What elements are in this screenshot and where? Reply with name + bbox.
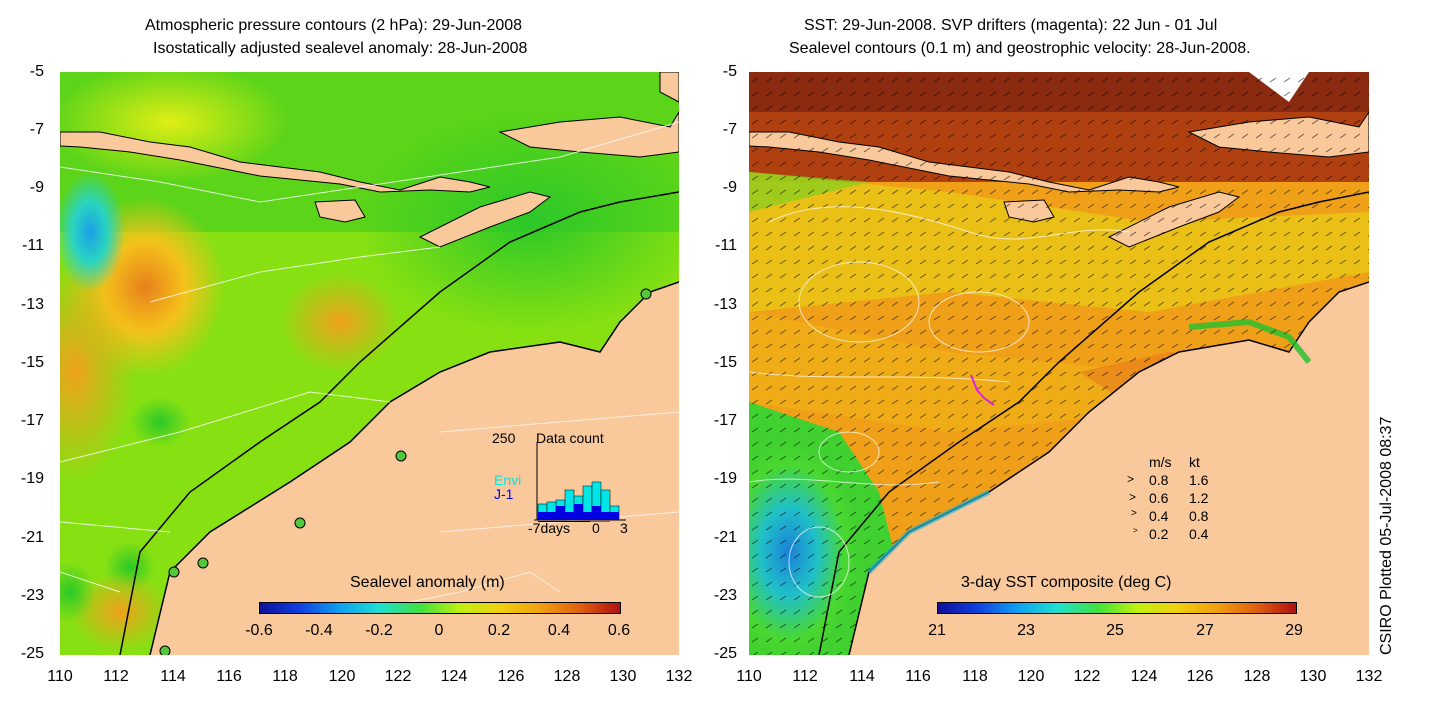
sealevel-colorbar	[259, 602, 621, 614]
left-xtick: 114	[160, 668, 186, 685]
left-cb-tick-5: 0.2	[487, 622, 511, 639]
right-cb-tick-3: 25	[1106, 622, 1124, 639]
sst-map: m/s kt > 0.8 1.6 > 0.6 1.2 > 0.4 0.8 > 0…	[749, 72, 1369, 655]
right-ytick: -21	[713, 529, 737, 546]
right-xtick: 120	[1017, 668, 1045, 685]
right-xtick: 118	[962, 668, 988, 685]
velocity-key-kt-1: 1.6	[1189, 472, 1209, 488]
velocity-key-ms-4: 0.2	[1149, 526, 1169, 542]
left-xtick: 126	[497, 668, 525, 685]
right-xtick: 122	[1073, 668, 1101, 685]
velocity-arrow-icon: >	[1133, 526, 1138, 535]
velocity-key-ms-2: 0.6	[1149, 490, 1169, 506]
plot-credit: CSIRO Plotted 05-Jul-2008 08:37	[1378, 416, 1395, 655]
velocity-key-kt-4: 0.4	[1189, 526, 1209, 542]
right-cb-tick-2: 23	[1017, 622, 1035, 639]
inset-series-j1: J-1	[494, 486, 514, 502]
right-xtick: 114	[849, 668, 875, 685]
inset-histogram	[534, 442, 626, 522]
right-cb-tick-4: 27	[1196, 622, 1214, 639]
left-ytick: -17	[20, 412, 44, 429]
velocity-key-header-ms: m/s	[1149, 454, 1172, 470]
left-xtick: 128	[553, 668, 581, 685]
right-xtick: 126	[1186, 668, 1214, 685]
right-ytick: -19	[713, 470, 737, 487]
left-ytick: -19	[20, 470, 44, 487]
inset-title: Data count	[536, 430, 604, 446]
left-cb-tick-6: 0.4	[547, 622, 571, 639]
right-ytick: -9	[722, 179, 737, 196]
right-ytick: -13	[713, 296, 737, 313]
left-colorbar-title: Sealevel anomaly (m)	[350, 574, 505, 591]
right-ytick: -11	[715, 237, 737, 254]
right-ytick: -5	[722, 63, 737, 80]
left-ytick: -9	[29, 179, 44, 196]
right-cb-tick-5: 29	[1285, 622, 1303, 639]
sealevel-anomaly-map: 250 Data count Envi J-1	[60, 72, 679, 655]
left-ytick: -21	[20, 529, 44, 546]
velocity-key-kt-2: 1.2	[1189, 490, 1209, 506]
left-xtick: 132	[665, 668, 693, 685]
left-xtick: 118	[272, 668, 298, 685]
left-cb-tick-4: 0	[434, 622, 444, 639]
velocity-key-ms-1: 0.8	[1149, 472, 1169, 488]
velocity-key-ms-3: 0.4	[1149, 508, 1169, 524]
right-ytick: -17	[713, 412, 737, 429]
velocity-key: m/s kt > 0.8 1.6 > 0.6 1.2 > 0.4 0.8 > 0…	[1127, 454, 1257, 544]
inset-ymax-label: 250	[492, 430, 516, 446]
right-ytick: -15	[713, 354, 737, 371]
velocity-key-kt-3: 0.8	[1189, 508, 1209, 524]
left-xtick: 122	[384, 668, 412, 685]
left-xtick: 120	[328, 668, 356, 685]
velocity-arrow-icon: >	[1131, 508, 1137, 519]
left-ytick: -7	[29, 121, 44, 138]
right-xtick: 130	[1299, 668, 1327, 685]
left-title-line1: Atmospheric pressure contours (2 hPa): 2…	[145, 17, 523, 34]
inset-series-envi: Envi	[494, 472, 522, 488]
left-xtick: 124	[440, 668, 468, 685]
right-xtick: 128	[1243, 668, 1271, 685]
right-xtick: 124	[1130, 668, 1158, 685]
left-ytick: -25	[20, 645, 44, 662]
sealevel-anomaly-svg	[60, 72, 679, 655]
right-ytick: -23	[713, 587, 737, 604]
left-title-line2: Isostatically adjusted sealevel anomaly:…	[153, 40, 528, 57]
inset-xlabel-zero: 0	[592, 520, 600, 536]
right-xtick: 116	[905, 668, 931, 685]
data-count-inset: 250 Data count Envi J-1	[492, 428, 652, 538]
right-ytick: -25	[713, 645, 737, 662]
velocity-arrow-icon: >	[1127, 472, 1135, 486]
left-cb-tick-2: -0.4	[305, 622, 333, 639]
left-ytick: -23	[20, 587, 44, 604]
left-cb-tick-1: -0.6	[245, 622, 273, 639]
left-cb-tick-7: 0.6	[607, 622, 631, 639]
right-colorbar-title: 3-day SST composite (deg C)	[961, 574, 1172, 591]
left-xtick: 130	[609, 668, 637, 685]
right-xtick: 110	[736, 668, 762, 685]
inset-xlabel-start: -7days	[528, 520, 571, 536]
left-ytick: -13	[20, 296, 44, 313]
left-cb-tick-3: -0.2	[365, 622, 393, 639]
left-xtick: 112	[103, 668, 129, 685]
right-ytick: -7	[722, 121, 737, 138]
velocity-arrow-icon: >	[1129, 490, 1137, 504]
left-ytick: -11	[22, 237, 44, 254]
sst-map-svg	[749, 72, 1369, 655]
sst-colorbar	[937, 602, 1297, 614]
right-cb-tick-1: 21	[928, 622, 946, 639]
right-title-line2: Sealevel contours (0.1 m) and geostrophi…	[789, 40, 1251, 57]
inset-xlabel-end: 3	[620, 520, 628, 536]
velocity-key-header-kt: kt	[1189, 454, 1200, 470]
left-ytick: -5	[29, 63, 44, 80]
right-title-line1: SST: 29-Jun-2008. SVP drifters (magenta)…	[804, 17, 1218, 34]
left-ytick: -15	[20, 354, 44, 371]
left-xtick: 110	[47, 668, 73, 685]
left-xtick: 116	[216, 668, 242, 685]
right-xtick: 132	[1355, 668, 1383, 685]
right-xtick: 112	[792, 668, 818, 685]
